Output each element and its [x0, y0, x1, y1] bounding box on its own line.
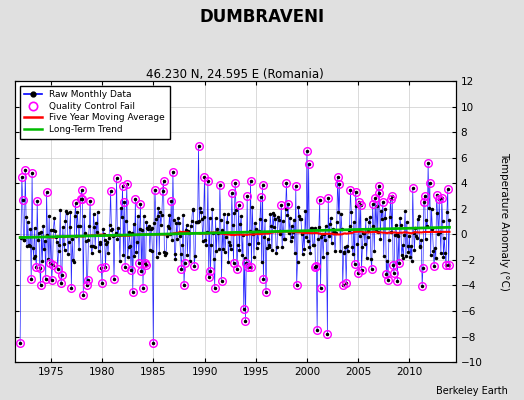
Title: 46.230 N, 24.595 E (Romania): 46.230 N, 24.595 E (Romania) [146, 68, 324, 81]
Text: Berkeley Earth: Berkeley Earth [436, 386, 508, 396]
Text: DUMBRAVENI: DUMBRAVENI [200, 8, 324, 26]
Y-axis label: Temperature Anomaly (°C): Temperature Anomaly (°C) [499, 152, 509, 291]
Legend: Raw Monthly Data, Quality Control Fail, Five Year Moving Average, Long-Term Tren: Raw Monthly Data, Quality Control Fail, … [19, 86, 170, 139]
